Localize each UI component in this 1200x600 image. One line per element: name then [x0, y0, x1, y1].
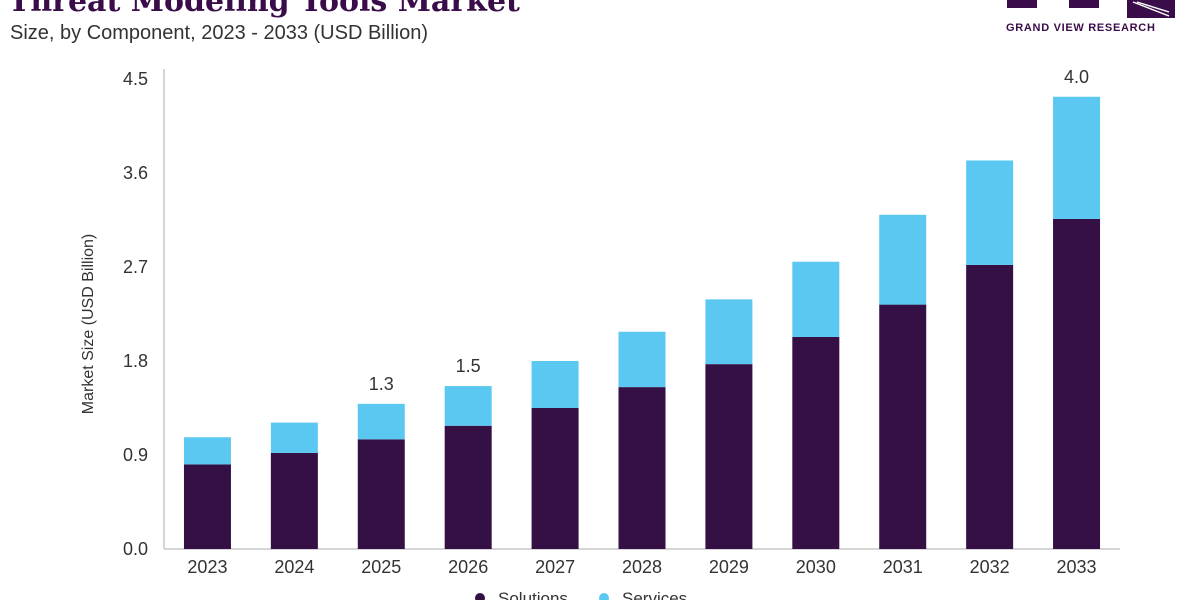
x-tick-label: 2033 — [1057, 557, 1097, 577]
data-label: 1.3 — [369, 374, 394, 394]
bar-solutions-2024 — [270, 452, 318, 549]
legend-label-solutions: Solutions — [498, 589, 568, 600]
x-tick-label: 2030 — [796, 557, 836, 577]
legend-swatch-solutions — [475, 593, 485, 600]
data-label: 1.5 — [456, 356, 481, 376]
bar-solutions-2023 — [183, 464, 231, 549]
y-tick-label: 1.8 — [123, 351, 148, 371]
x-tick-label: 2029 — [709, 557, 749, 577]
x-tick-label: 2025 — [361, 557, 401, 577]
bar-solutions-2030 — [792, 336, 840, 549]
chart-subtitle: Size, by Component, 2023 - 2033 (USD Bil… — [10, 22, 428, 44]
y-tick-label: 2.7 — [123, 257, 148, 277]
legend-label-services: Services — [622, 589, 687, 600]
bar-solutions-2027 — [531, 408, 579, 549]
bar-services-2032 — [966, 160, 1014, 265]
logo-text: GRAND VIEW RESEARCH — [1006, 22, 1156, 34]
bar-services-2033 — [1053, 96, 1101, 219]
bar-services-2028 — [618, 331, 666, 388]
x-tick-label: 2032 — [970, 557, 1010, 577]
bar-solutions-2026 — [444, 425, 492, 549]
x-tick-label: 2028 — [622, 557, 662, 577]
grand-view-research-logo — [1007, 0, 1175, 18]
x-tick-label: 2031 — [883, 557, 923, 577]
y-tick-label: 0.9 — [123, 445, 148, 465]
bar-solutions-2028 — [618, 387, 666, 549]
y-tick-label: 4.5 — [123, 69, 148, 89]
y-axis-title: Market Size (USD Billion) — [80, 234, 97, 414]
bar-services-2023 — [183, 437, 231, 465]
bar-solutions-2029 — [705, 364, 753, 549]
bar-services-2027 — [531, 361, 579, 408]
bar-solutions-2032 — [966, 264, 1014, 549]
chart-title: Threat Modeling Tools Market — [8, 0, 520, 19]
bar-services-2029 — [705, 299, 753, 365]
bar-services-2031 — [879, 214, 927, 305]
x-tick-label: 2027 — [535, 557, 575, 577]
bar-solutions-2025 — [357, 439, 405, 549]
x-tick-label: 2023 — [187, 557, 227, 577]
bar-solutions-2033 — [1053, 218, 1101, 549]
x-tick-label: 2024 — [274, 557, 314, 577]
y-tick-label: 0.0 — [123, 539, 148, 559]
x-tick-label: 2026 — [448, 557, 488, 577]
bar-solutions-2031 — [879, 304, 927, 549]
bar-services-2024 — [270, 422, 318, 453]
bar-services-2026 — [444, 386, 492, 426]
bar-services-2030 — [792, 261, 840, 337]
bar-services-2025 — [357, 403, 405, 440]
y-tick-label: 3.6 — [123, 163, 148, 183]
legend-swatch-services — [599, 593, 609, 600]
data-label: 4.0 — [1064, 67, 1089, 87]
